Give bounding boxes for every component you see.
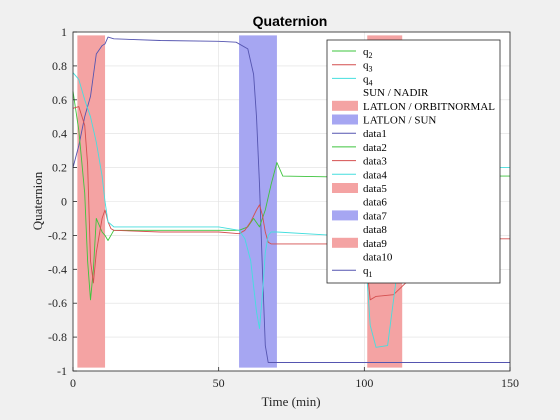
legend-entry-label: LATLON / SUN: [363, 115, 436, 127]
y-tick-label: -0.2: [48, 228, 67, 242]
legend-entry: data3: [363, 156, 387, 168]
series-lines: [72, 36, 510, 363]
mode-region: [239, 35, 277, 368]
legend-entry: data8: [363, 224, 387, 236]
y-tick-label: 0.6: [52, 93, 67, 107]
legend-entry: LATLON / SUN: [363, 115, 436, 127]
legend-entry: data7: [363, 210, 387, 222]
legend-entry-label: data5: [363, 183, 387, 195]
x-tick-label: 150: [501, 376, 519, 390]
legend-entry: data9: [363, 238, 387, 250]
legend-entry: data1: [363, 128, 387, 140]
legend-entry: q2: [363, 46, 373, 60]
legend-entry: q1: [363, 265, 373, 279]
series-line-q2: [72, 91, 510, 301]
legend-patch-swatch: [332, 237, 358, 248]
legend-entry: q3: [363, 60, 373, 74]
chart-title: Quaternion: [253, 13, 328, 29]
legend-entry-label: data6: [363, 197, 387, 209]
y-tick-label: -0.6: [48, 296, 67, 310]
legend-entry-label: SUN / NADIR: [363, 87, 429, 99]
legend-entry: data5: [363, 183, 387, 195]
y-tick-label: 0: [61, 195, 67, 209]
legend-entry-label: data2: [363, 142, 387, 154]
y-tick-label: 0.2: [52, 161, 67, 175]
legend-entry-label: LATLON / ORBITNORMAL: [363, 101, 495, 113]
x-axis-label: Time (min): [261, 394, 320, 409]
legend-entry-subscript: 3: [369, 65, 373, 74]
legend-entry: LATLON / ORBITNORMAL: [363, 101, 495, 113]
legend-patch-swatch: [332, 210, 358, 221]
y-tick-label: -0.8: [48, 330, 67, 344]
legend-entry-label: q: [363, 46, 369, 58]
legend-patch-swatch: [332, 114, 358, 125]
legend-patch-swatch: [332, 183, 358, 193]
legend-entry-label: data3: [363, 156, 387, 168]
x-tick-label: 100: [355, 376, 373, 390]
x-tick-label: 50: [213, 376, 225, 390]
x-axis-ticks: 0 50 100 150: [70, 367, 519, 390]
legend-entry-label: data8: [363, 224, 387, 236]
y-tick-label: 1: [61, 25, 67, 39]
legend-entry: data6: [363, 197, 387, 209]
mode-region: [77, 35, 106, 368]
legend-patch-swatch: [332, 100, 358, 111]
legend-entry-label: q: [363, 60, 369, 72]
x-tick-label: 0: [70, 376, 76, 390]
series-line-q4: [72, 72, 510, 348]
legend-entry: SUN / NADIR: [363, 87, 429, 99]
legend-entry-label: data7: [363, 210, 387, 222]
legend-entry-label: q: [363, 265, 369, 277]
legend-entry: data2: [363, 142, 387, 154]
y-tick-label: -1: [57, 364, 67, 378]
y-axis-ticks: -1 -0.8 -0.6 -0.4 -0.2 0 0.2 0.4 0.6 0.8 1: [48, 25, 77, 378]
legend-entry: data4: [363, 169, 387, 181]
series-line-q1: [72, 36, 510, 363]
y-tick-label: -0.4: [48, 262, 67, 276]
legend-entry-subscript: 4: [369, 78, 373, 87]
y-tick-label: 0.8: [52, 59, 67, 73]
legend-entry-label: data10: [363, 252, 393, 264]
legend-entry: data10: [363, 252, 393, 264]
legend-entry-label: data4: [363, 169, 387, 181]
legend-entry-label: data9: [363, 238, 387, 250]
y-axis-label: Quaternion: [30, 171, 45, 230]
legend-entry-label: data1: [363, 128, 387, 140]
legend-entry-subscript: 2: [369, 51, 373, 60]
legend-entry-subscript: 1: [369, 270, 373, 279]
legend-entry-label: q: [363, 73, 369, 85]
y-tick-label: 0.4: [52, 127, 67, 141]
legend-entry: q4: [363, 73, 373, 87]
